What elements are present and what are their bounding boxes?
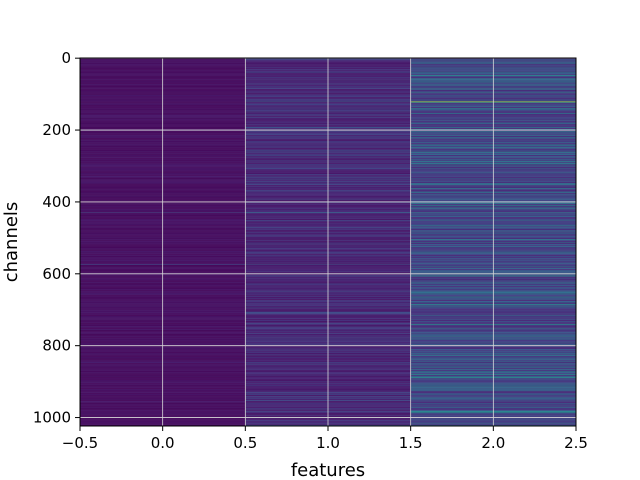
y-axis-ticks: 0 200 400 600 800 1000 xyxy=(33,49,80,427)
y-axis-label: channels xyxy=(1,202,22,283)
x-tick-label: 1.5 xyxy=(399,434,423,452)
y-tick-label: 1000 xyxy=(33,409,71,427)
x-tick-label: 1.0 xyxy=(316,434,340,452)
y-tick-label: 400 xyxy=(42,193,71,211)
x-tick-label: 0.0 xyxy=(151,434,175,452)
y-tick-label: 800 xyxy=(42,337,71,355)
x-axis-label: features xyxy=(291,460,365,480)
x-tick-label: −0.5 xyxy=(62,434,98,452)
x-tick-label: 0.5 xyxy=(233,434,257,452)
x-tick-label: 2.5 xyxy=(564,434,588,452)
y-tick-label: 0 xyxy=(61,49,71,67)
y-tick-label: 200 xyxy=(42,121,71,139)
y-tick-label: 600 xyxy=(42,265,71,283)
x-axis-ticks: −0.5 0.0 0.5 1.0 1.5 2.0 2.5 xyxy=(62,426,588,452)
x-tick-label: 2.0 xyxy=(481,434,505,452)
